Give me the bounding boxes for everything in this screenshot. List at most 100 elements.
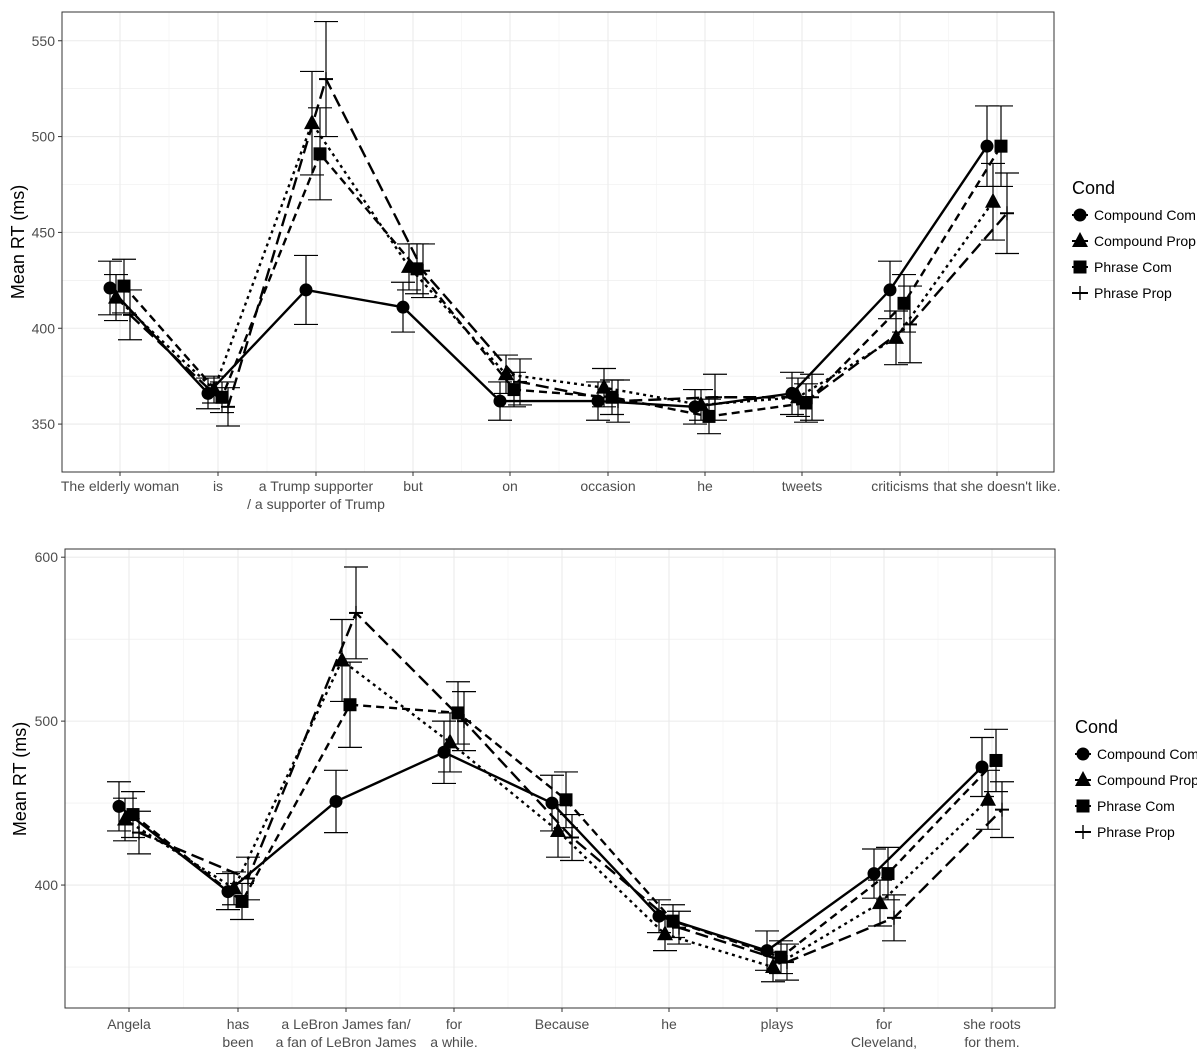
legend-label: Phrase Prop — [1097, 824, 1175, 840]
data-point — [396, 300, 410, 314]
series-compound-prop — [104, 70, 1005, 421]
series-line — [109, 145, 988, 409]
x-tick-label: tweets — [782, 478, 822, 494]
data-point — [657, 925, 673, 941]
data-point — [980, 790, 996, 806]
data-point — [451, 706, 465, 720]
legend-item: Phrase Com — [1075, 798, 1175, 814]
y-axis: 400 500 600 — [35, 549, 65, 893]
y-tick-label: 400 — [35, 877, 59, 893]
data-point — [565, 830, 579, 845]
data-point — [215, 390, 229, 404]
series-line — [138, 611, 1003, 964]
legend-title: Cond — [1072, 178, 1115, 198]
x-tick-label: she roots for them. — [963, 1016, 1021, 1050]
data-point — [995, 802, 1009, 817]
data-point — [774, 950, 788, 964]
legend-key-marker — [1073, 260, 1087, 274]
y-tick-label: 450 — [32, 224, 56, 240]
data-point — [221, 399, 235, 414]
x-tick-label: plays — [761, 1016, 794, 1032]
x-tick-label: a LeBron James fan/a fan of LeBron James — [276, 1016, 417, 1050]
grid-lines — [65, 549, 1055, 1008]
data-point — [780, 955, 794, 970]
legend-item: Compound Prop — [1075, 771, 1197, 788]
legend-item: Compound Com — [1075, 746, 1197, 762]
data-point — [799, 396, 813, 410]
legend-label: Compound Com — [1097, 746, 1197, 762]
data-point — [304, 114, 320, 130]
x-tick-label: on — [502, 478, 518, 494]
data-point — [867, 867, 881, 881]
plot-border — [64, 548, 1056, 1009]
data-point — [299, 283, 313, 297]
data-point — [235, 894, 249, 908]
legend-label: Phrase Com — [1094, 259, 1172, 275]
y-tick-label: 500 — [35, 713, 59, 729]
legend: Cond Compound Com Compound Prop Phrase Com P… — [1075, 717, 1197, 840]
data-point — [805, 390, 819, 405]
data-point — [881, 867, 895, 881]
x-tick-label: occasion — [580, 478, 635, 494]
data-point — [985, 192, 1001, 208]
y-tick-label: 600 — [35, 549, 59, 565]
y-axis-title: Mean RT (ms) — [10, 722, 30, 836]
legend-key-marker — [1076, 799, 1090, 813]
x-tick-label: for Cleveland, — [851, 1016, 917, 1050]
data-point — [903, 317, 917, 332]
x-tick-label: criticisms — [871, 478, 929, 494]
legend-item: Compound Com — [1072, 207, 1196, 223]
x-tick-label: is — [213, 478, 223, 494]
data-point — [897, 296, 911, 310]
legend-label: Compound Prop — [1097, 772, 1197, 788]
data-point — [989, 753, 1003, 767]
legend-key-marker — [1076, 747, 1090, 761]
legend-key-marker — [1072, 232, 1088, 247]
data-point — [994, 139, 1008, 153]
data-point — [702, 409, 716, 423]
data-point — [343, 698, 357, 712]
x-tick-label: Because — [535, 1016, 590, 1032]
data-point — [888, 328, 904, 344]
data-point — [545, 796, 559, 810]
y-tick-label: 550 — [32, 33, 56, 49]
x-tick-label: The elderly woman — [61, 478, 179, 494]
x-axis: The elderly woman is a Trump supporter / a … — [61, 472, 1061, 512]
legend-key-marker — [1076, 825, 1090, 839]
data-point — [708, 390, 722, 405]
legend-label: Phrase Prop — [1094, 285, 1172, 301]
data-point — [672, 920, 686, 935]
data-point — [493, 394, 507, 408]
legend-title: Cond — [1075, 717, 1118, 737]
x-axis: Angela has been a LeBron James fan/a fan of… — [107, 1008, 1021, 1050]
data-point — [513, 374, 527, 389]
series-line — [124, 659, 989, 969]
series-group — [98, 20, 1019, 435]
data-point — [103, 281, 117, 295]
legend-label: Phrase Com — [1097, 798, 1175, 814]
data-point — [872, 894, 888, 910]
plot-border — [61, 11, 1055, 473]
x-tick-label: he — [697, 478, 713, 494]
y-axis: 350 400 450 500 550 — [32, 33, 62, 432]
data-point — [442, 733, 458, 749]
series-line — [129, 77, 1008, 409]
data-point — [123, 307, 137, 322]
legend-item: Phrase Prop — [1072, 285, 1172, 301]
data-point — [611, 394, 625, 409]
y-tick-label: 400 — [32, 320, 56, 336]
data-point — [1000, 206, 1014, 221]
data-point — [241, 871, 255, 886]
x-tick-label: Angela — [107, 1016, 151, 1032]
series-phrase-com — [121, 661, 1008, 975]
x-tick-label: that she doesn't like. — [933, 478, 1060, 494]
legend-label: Compound Com — [1094, 207, 1196, 223]
series-line — [123, 145, 1003, 418]
series-phrase-com — [112, 105, 1013, 435]
legend-key-marker — [1073, 208, 1087, 222]
data-point — [457, 714, 471, 729]
data-point — [652, 909, 666, 923]
data-point — [693, 395, 709, 411]
data-point — [349, 605, 363, 620]
legend-item: Phrase Prop — [1075, 824, 1175, 840]
